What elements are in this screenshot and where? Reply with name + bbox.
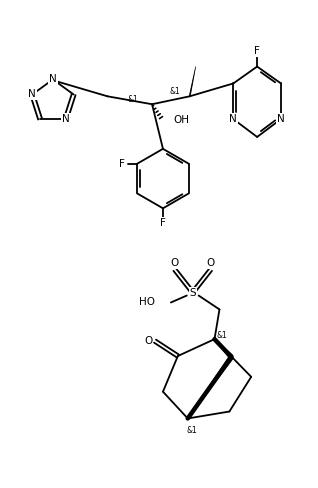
Text: &1: &1 <box>186 426 197 435</box>
Text: N: N <box>28 89 36 100</box>
Polygon shape <box>188 356 233 419</box>
Text: N: N <box>230 114 237 124</box>
Text: N: N <box>277 114 285 124</box>
Polygon shape <box>189 66 196 97</box>
Text: F: F <box>254 46 260 56</box>
Text: S: S <box>190 287 196 298</box>
Text: O: O <box>144 336 152 346</box>
Text: &1: &1 <box>169 87 180 96</box>
Polygon shape <box>214 339 233 359</box>
Text: HO: HO <box>139 298 155 307</box>
Text: O: O <box>171 258 179 268</box>
Text: F: F <box>160 218 166 228</box>
Text: &1: &1 <box>128 95 139 104</box>
Text: F: F <box>119 159 125 169</box>
Text: OH: OH <box>174 115 190 125</box>
Text: O: O <box>206 258 215 268</box>
Text: &1: &1 <box>216 331 227 340</box>
Text: N: N <box>49 75 57 84</box>
Text: N: N <box>62 114 70 124</box>
